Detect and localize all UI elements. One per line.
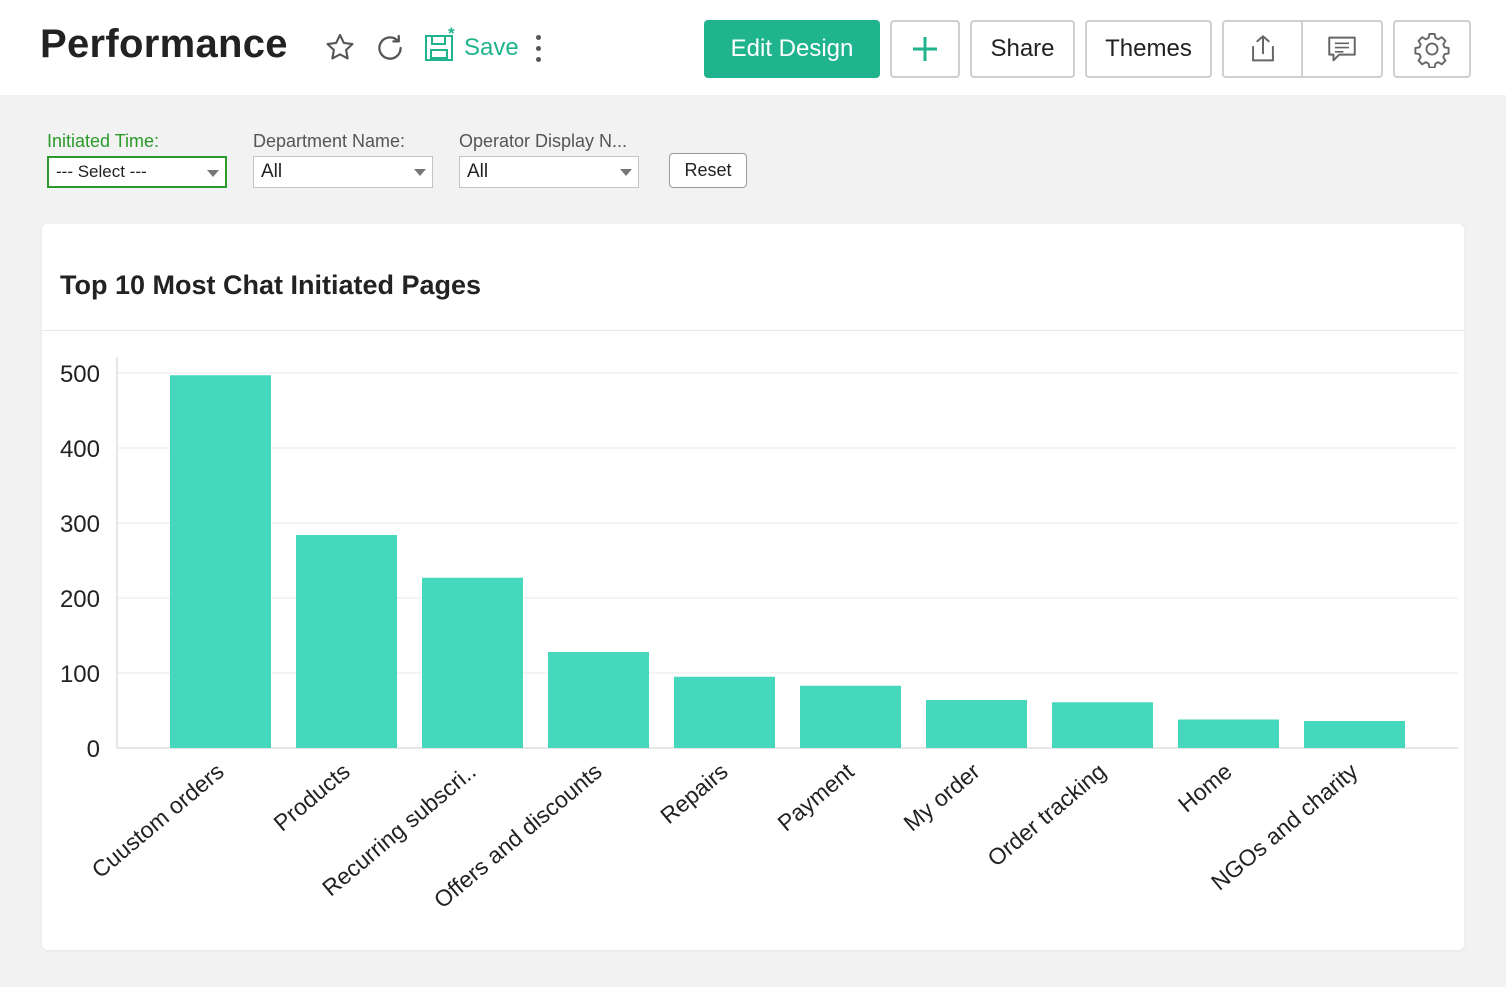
- bar: [170, 375, 271, 748]
- x-tick-label: Payment: [772, 758, 859, 837]
- bar: [1052, 702, 1153, 748]
- bar-chart: 0 100 200 300 400 500 Cuustom orders Products Re…: [60, 357, 1458, 913]
- department-name-label: Department Name:: [253, 131, 406, 151]
- x-tick-label: Order tracking: [982, 758, 1110, 872]
- refresh-icon[interactable]: [372, 28, 408, 68]
- svg-text:*: *: [448, 26, 455, 43]
- initiated-time-value: --- Select ---: [56, 162, 147, 181]
- reset-button[interactable]: Reset: [669, 153, 747, 188]
- x-tick-label: Cuustom orders: [87, 758, 229, 883]
- card-divider: [42, 330, 1464, 331]
- bar: [926, 700, 1027, 748]
- chart-title: Top 10 Most Chat Initiated Pages: [60, 270, 482, 300]
- bar: [296, 535, 397, 748]
- star-icon[interactable]: [322, 28, 358, 68]
- top-bar: Performance * Save Edit Design Share The…: [0, 0, 1506, 95]
- bar: [548, 652, 649, 748]
- filter-bar: Initiated Time: --- Select --- Departmen…: [0, 95, 1506, 215]
- plus-icon: [913, 37, 937, 61]
- bar: [422, 577, 523, 748]
- operator-display-name-label: Operator Display N...: [459, 131, 628, 151]
- more-vertical-icon[interactable]: [526, 28, 550, 68]
- add-button[interactable]: [890, 20, 960, 78]
- export-icon: [1251, 35, 1274, 62]
- chevron-down-icon: [414, 169, 426, 176]
- comment-icon: [1328, 36, 1356, 62]
- initiated-time-label: Initiated Time:: [47, 131, 160, 151]
- save-button[interactable]: * Save: [424, 24, 519, 72]
- operator-display-name-select[interactable]: All: [459, 156, 639, 188]
- comment-button[interactable]: [1301, 20, 1383, 78]
- chart-card: Top 10 Most Chat Initiated Pages 0 100 200…: [42, 224, 1464, 950]
- bar: [674, 676, 775, 748]
- x-tick-label: Products: [268, 758, 354, 836]
- y-tick-label: 200: [60, 586, 100, 613]
- themes-button[interactable]: Themes: [1085, 20, 1212, 78]
- department-name-select[interactable]: All: [253, 156, 433, 188]
- chevron-down-icon: [207, 170, 219, 177]
- chevron-down-icon: [620, 169, 632, 176]
- x-tick-label: Home: [1173, 758, 1237, 817]
- save-label: Save: [464, 34, 519, 61]
- y-tick-label: 400: [60, 436, 100, 463]
- y-tick-label: 300: [60, 511, 100, 538]
- page-title: Performance: [40, 22, 288, 66]
- save-icon: *: [424, 24, 458, 71]
- settings-button[interactable]: [1393, 20, 1471, 78]
- x-tick-label: My order: [898, 758, 984, 836]
- edit-design-button[interactable]: Edit Design: [704, 20, 880, 78]
- bar: [1304, 721, 1405, 748]
- initiated-time-select[interactable]: --- Select ---: [47, 156, 227, 188]
- bar: [1178, 719, 1279, 748]
- bar: [800, 685, 901, 748]
- x-tick-label: Repairs: [655, 758, 732, 829]
- operator-display-name-value: All: [467, 161, 489, 182]
- share-button[interactable]: Share: [970, 20, 1075, 78]
- y-tick-label: 100: [60, 661, 100, 688]
- department-name-value: All: [261, 161, 283, 182]
- gear-icon: [1414, 33, 1450, 68]
- y-tick-label: 0: [87, 736, 100, 763]
- export-button[interactable]: [1222, 20, 1303, 78]
- y-tick-label: 500: [60, 361, 100, 388]
